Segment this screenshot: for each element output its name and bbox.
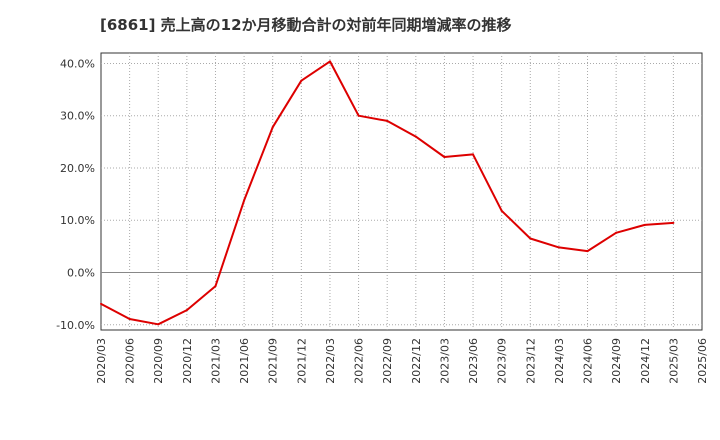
x-tick-label: 2020/06 <box>124 338 137 384</box>
x-tick-label: 2023/06 <box>467 338 480 384</box>
data-point <box>214 285 217 288</box>
y-tick-label: 40.0% <box>60 57 95 70</box>
data-point <box>328 60 331 63</box>
data-point <box>414 135 417 138</box>
x-tick-label: 2020/03 <box>95 338 108 384</box>
x-tick-label: 2022/03 <box>324 338 337 384</box>
x-tick-label: 2023/09 <box>496 338 509 384</box>
y-tick-label: 30.0% <box>60 110 95 123</box>
data-point <box>157 323 160 326</box>
x-tick-label: 2023/12 <box>524 338 537 384</box>
data-point <box>643 223 646 226</box>
x-tick-label: 2024/12 <box>639 338 652 384</box>
x-tick-label: 2020/09 <box>152 338 165 384</box>
y-tick-label: 10.0% <box>60 214 95 227</box>
x-tick-label: 2025/03 <box>667 338 680 384</box>
data-point <box>185 309 188 312</box>
y-tick-label: -10.0% <box>56 319 95 332</box>
data-point <box>472 153 475 156</box>
x-tick-label: 2024/03 <box>553 338 566 384</box>
plot-area <box>100 52 703 331</box>
data-point <box>100 302 102 305</box>
y-tick-label: 0.0% <box>67 267 95 280</box>
data-point <box>357 114 360 117</box>
data-point <box>586 250 589 253</box>
data-point <box>243 199 246 202</box>
x-tick-label: 2021/03 <box>209 338 222 384</box>
data-point <box>615 231 618 234</box>
data-point <box>386 119 389 122</box>
data-point <box>271 126 274 129</box>
x-tick-label: 2025/06 <box>696 338 709 384</box>
x-tick-label: 2022/12 <box>410 338 423 384</box>
x-tick-label: 2024/06 <box>582 338 595 384</box>
data-point <box>128 318 131 321</box>
x-tick-label: 2024/09 <box>610 338 623 384</box>
x-tick-label: 2022/06 <box>353 338 366 384</box>
x-tick-label: 2021/09 <box>267 338 280 384</box>
data-point <box>500 209 503 212</box>
y-tick-label: 20.0% <box>60 162 95 175</box>
data-point <box>300 79 303 82</box>
x-tick-label: 2021/12 <box>295 338 308 384</box>
x-tick-label: 2020/12 <box>181 338 194 384</box>
chart-title: [6861] 売上高の12か月移動合計の対前年同期増減率の推移 <box>100 16 512 34</box>
data-point <box>443 156 446 159</box>
x-tick-label: 2023/03 <box>438 338 451 384</box>
data-point <box>672 221 675 224</box>
x-tick-label: 2022/09 <box>381 338 394 384</box>
data-point <box>557 246 560 249</box>
data-point <box>529 237 532 240</box>
x-tick-label: 2021/06 <box>238 338 251 384</box>
